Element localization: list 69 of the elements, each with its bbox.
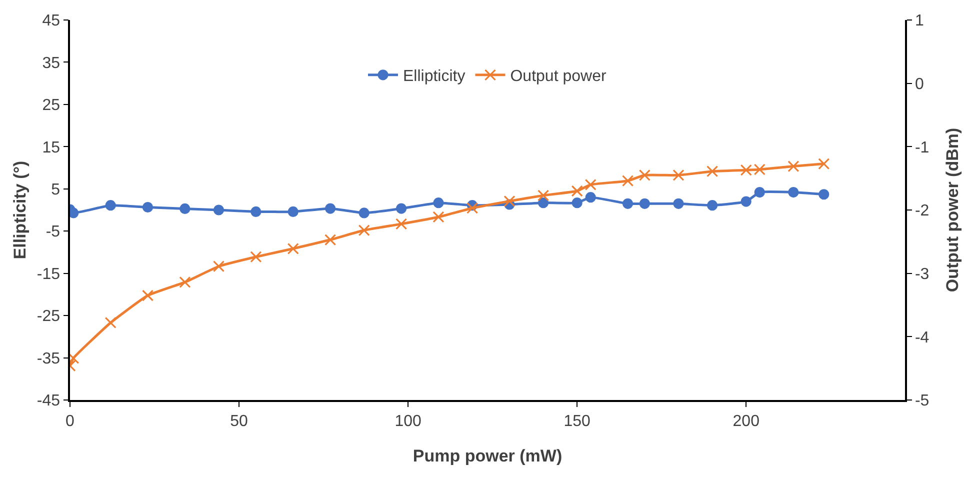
y-tick-label: 5: [51, 181, 60, 198]
point: [788, 186, 799, 198]
point: [288, 206, 298, 217]
point: [433, 198, 444, 208]
point: [396, 203, 407, 214]
point: [358, 224, 370, 236]
point: [584, 178, 596, 190]
x-tick-label: 50: [230, 412, 248, 430]
point: [212, 260, 225, 272]
point: [639, 198, 650, 209]
point: [142, 290, 154, 302]
y-tick-label: 25: [42, 97, 60, 114]
point: [572, 198, 582, 208]
point: [706, 166, 718, 178]
point: [396, 218, 408, 230]
y-tick-label: -25: [36, 308, 60, 326]
y2-tick-label: -4: [914, 329, 930, 346]
point: [250, 206, 262, 217]
y-axis-title: Ellipticity (°): [10, 160, 30, 260]
y-tick-label: 15: [42, 139, 60, 156]
point: [740, 196, 752, 207]
y-tick-label: -5: [46, 224, 60, 241]
point: [142, 202, 154, 213]
legend-label: Ellipticity: [403, 68, 466, 86]
point: [622, 198, 634, 209]
point: [538, 198, 549, 208]
point: [324, 234, 336, 246]
point: [325, 203, 336, 214]
y2-tick-label: -3: [914, 266, 930, 283]
y-tick-label: 35: [42, 54, 60, 72]
point: [622, 175, 634, 187]
x-tick-label: 0: [66, 412, 75, 430]
point: [213, 204, 224, 216]
point: [250, 251, 262, 263]
point: [180, 203, 190, 214]
x-tick-label: 200: [732, 412, 760, 430]
point: [432, 211, 444, 223]
y2-tick-label: -1: [914, 139, 930, 156]
point: [788, 160, 800, 172]
y2-tick-label: 1: [914, 12, 924, 30]
point: [105, 200, 116, 211]
x-tick-label: 100: [394, 412, 422, 430]
y-tick-label: 45: [42, 12, 60, 30]
point: [638, 169, 650, 181]
point: [537, 190, 550, 202]
point: [585, 192, 596, 203]
point: [179, 276, 191, 288]
point: [358, 208, 370, 218]
point: [754, 186, 765, 198]
point: [287, 242, 299, 254]
y-tick-label: -45: [36, 392, 60, 410]
y-tick-label: -15: [36, 266, 60, 283]
x-tick-label: 150: [564, 412, 591, 430]
point: [707, 200, 718, 211]
point: [818, 158, 830, 170]
point: [818, 189, 830, 200]
point: [673, 198, 684, 209]
y2-tick-label: 0: [914, 76, 924, 93]
point: [672, 169, 684, 181]
y2-axis-title: Output power (dBm): [943, 128, 962, 292]
y2-tick-label: -5: [914, 392, 930, 410]
legend-label: Output power: [510, 68, 607, 86]
point: [466, 202, 478, 214]
y2-tick-label: -2: [914, 202, 930, 220]
point: [104, 316, 116, 329]
point: [571, 185, 583, 197]
y-tick-label: -35: [36, 350, 60, 368]
point: [504, 195, 516, 207]
x-axis-title: Pump power (mW): [412, 446, 562, 466]
